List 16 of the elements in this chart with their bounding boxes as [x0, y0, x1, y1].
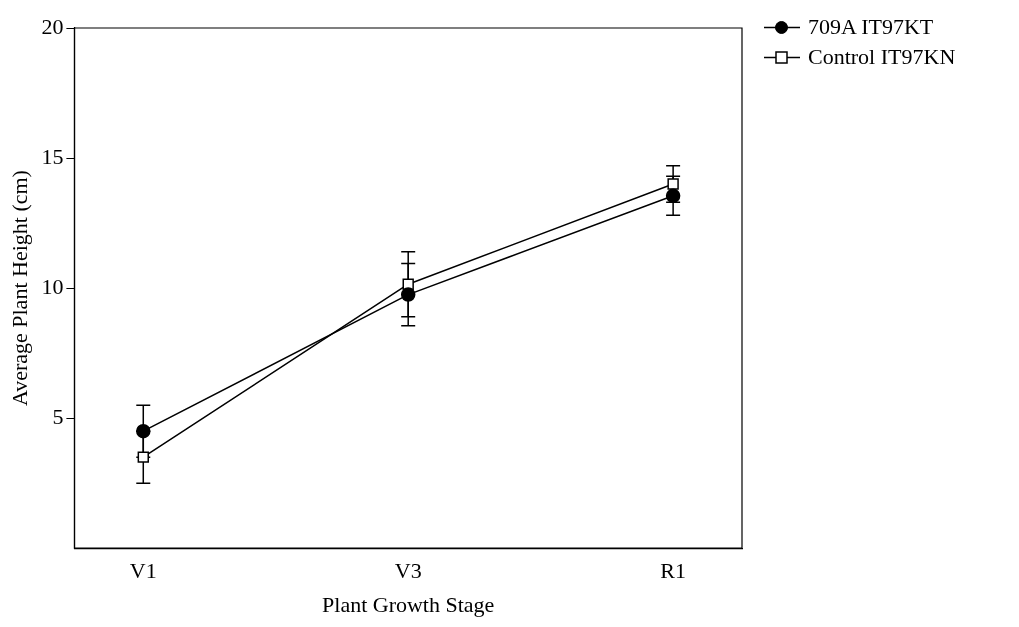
y-tick-label: 5 [52, 403, 64, 429]
point [137, 451, 149, 463]
y-tick-label: 20 [41, 13, 64, 39]
point [667, 178, 679, 190]
point [665, 188, 681, 204]
x-tick-label: V3 [394, 558, 422, 584]
legend-label: Control IT97KN [808, 44, 956, 70]
x-tick-label: V1 [129, 558, 157, 584]
y-tick-label: 15 [41, 143, 64, 169]
x-axis-title: Plant Growth Stage [322, 591, 495, 617]
point [400, 287, 416, 302]
y-tick-label: 10 [41, 273, 64, 299]
point [136, 423, 151, 439]
y-axis-title: Average Plant Height (cm) [6, 170, 32, 407]
legend-label: 709A IT97KT [808, 14, 934, 40]
x-tick-label: R1 [660, 558, 686, 584]
